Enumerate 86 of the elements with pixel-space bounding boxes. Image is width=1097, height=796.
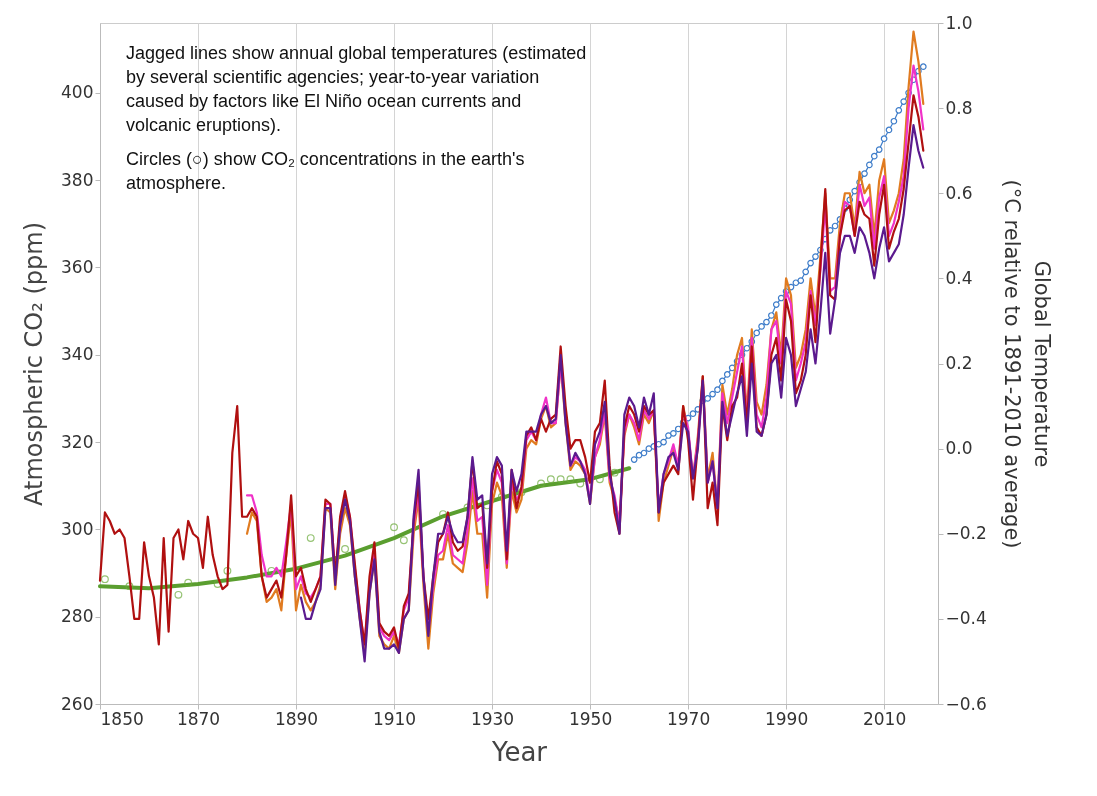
point [537,479,546,488]
point [807,259,814,267]
y-tick-label: 260 [61,693,94,714]
x-tick-label: 1990 [764,708,809,729]
point [689,410,697,418]
x-tick-label: 1930 [470,708,515,729]
point [831,222,839,230]
point [763,318,770,326]
y-tick-label: 400 [61,82,94,103]
y-tick-label: 280 [61,606,94,627]
y-tick-label: 360 [61,256,94,277]
point [861,170,868,177]
point [895,106,903,114]
point [125,582,134,591]
y2-tick-label: 0.4 [945,267,973,288]
point [890,117,898,125]
y2-tick-label: 1.0 [945,12,973,33]
point [875,146,883,153]
point [660,438,667,446]
point [919,63,927,70]
y-axis-title: Atmospheric CO₂ (ppm) [20,221,49,507]
x-tick-label: 1850 [100,708,144,729]
point [595,475,604,484]
point [576,479,585,488]
point [704,395,712,402]
point [866,161,873,169]
x-tick-label: 1950 [568,708,613,729]
point [777,294,785,302]
y2-tick-label: 0.8 [945,97,973,118]
point [399,536,408,545]
point [566,475,575,484]
point [802,268,810,276]
point [630,456,638,463]
point [772,301,780,308]
point [267,566,276,575]
point [870,152,878,160]
point [556,475,565,484]
point [880,135,888,143]
x-axis-title: Year [490,736,548,767]
point [719,377,726,385]
point [341,545,349,553]
point [743,344,751,352]
line-series [299,124,925,663]
point [812,253,819,260]
y-tick-label: 300 [61,518,94,539]
point [390,523,398,532]
point [665,432,672,439]
point [223,566,232,575]
point [184,578,193,587]
point [645,445,653,452]
annotation: Jagged lines show annual global temperatures (estimated by several scientific agencies; year-to-year variation caused by factors like El Niño ocean currents and volcanic eruptions). [126,43,587,135]
y2-tick-label: 0.2 [945,353,973,373]
point [546,475,555,484]
point [797,277,805,284]
point [439,510,447,519]
point [885,126,893,134]
point [768,312,775,319]
point [640,449,648,457]
y2-tick-label: 0.0 [945,438,973,459]
x-tick-label: 2010 [862,708,907,729]
x-tick-label: 1890 [274,708,319,729]
x-tick-label: 1910 [372,708,417,729]
point [709,390,716,398]
point [670,430,677,437]
y-tick-label: 320 [61,431,94,452]
y-tick-label: 380 [61,169,94,190]
point [900,98,908,105]
point [174,590,183,599]
y2-tick-label: −0.4 [945,608,987,629]
y2-tick-label: −0.2 [945,523,987,544]
point [635,451,643,459]
point [306,534,315,543]
point [758,323,765,330]
point [753,329,761,337]
point [714,386,721,394]
x-tick-label: 1970 [666,708,711,729]
y-tick-label: 340 [61,344,94,365]
y2-tick-label: −0.6 [945,693,987,714]
point [610,468,619,477]
y2-tick-label: 0.6 [945,182,973,203]
y2-axis-title: Global Temperature (°C relative to 1891-2010 average) [999,179,1054,549]
annotation: Circles (○) show CO₂ concentrations in the earth's atmosphere. [126,149,525,193]
point [723,371,731,378]
x-tick-label: 1870 [176,708,221,729]
point [792,279,800,287]
point [100,575,109,584]
